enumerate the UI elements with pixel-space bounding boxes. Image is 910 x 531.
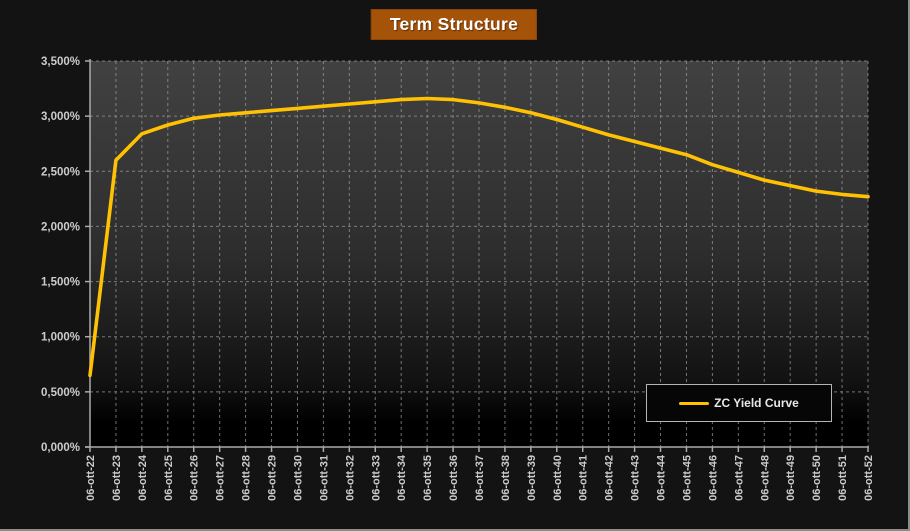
y-axis-label: 2,000% bbox=[41, 221, 80, 233]
x-axis-label: 06-ott-32 bbox=[344, 455, 356, 501]
x-axis-label: 06-ott-48 bbox=[759, 455, 771, 501]
x-axis-label: 06-ott-49 bbox=[785, 455, 797, 501]
x-axis-label: 06-ott-31 bbox=[318, 455, 330, 501]
x-axis-label: 06-ott-34 bbox=[396, 454, 408, 501]
x-axis-label: 06-ott-39 bbox=[526, 455, 538, 501]
x-axis-label: 06-ott-24 bbox=[137, 454, 149, 501]
x-axis-label: 06-ott-38 bbox=[500, 455, 512, 501]
x-axis-label: 06-ott-26 bbox=[189, 455, 201, 501]
legend-label: ZC Yield Curve bbox=[714, 396, 799, 410]
y-axis-label: 1,500% bbox=[41, 277, 80, 289]
x-axis-label: 06-ott-25 bbox=[163, 455, 175, 501]
y-axis-label: 3,000% bbox=[41, 111, 80, 123]
x-axis-label: 06-ott-52 bbox=[863, 455, 875, 501]
x-axis-label: 06-ott-46 bbox=[707, 455, 719, 501]
y-axis-label: 3,500% bbox=[41, 56, 80, 68]
x-axis-label: 06-ott-42 bbox=[604, 455, 616, 501]
x-axis-label: 06-ott-45 bbox=[681, 455, 693, 501]
zc-yield-curve-line bbox=[88, 96, 870, 378]
legend: ZC Yield Curve bbox=[646, 384, 832, 422]
y-axis-labels: 0,000% 0,500% 1,000% 1,500% 2,000% 2,500% 3,00… bbox=[41, 56, 80, 454]
x-axis-label: 06-ott-36 bbox=[448, 455, 460, 501]
x-axis-label: 06-ott-27 bbox=[215, 455, 227, 501]
x-axis-label: 06-ott-51 bbox=[837, 455, 849, 501]
x-axis-label: 06-ott-33 bbox=[370, 455, 382, 501]
x-axis-label: 06-ott-50 bbox=[811, 455, 823, 501]
x-axis-label: 06-ott-28 bbox=[241, 455, 253, 501]
x-axis-label: 06-ott-23 bbox=[111, 455, 123, 501]
y-axis-label: 1,000% bbox=[41, 332, 80, 344]
y-axis-label: 2,500% bbox=[41, 166, 80, 178]
chart-title: Term Structure bbox=[389, 14, 519, 34]
x-axis-label: 06-ott-22 bbox=[85, 455, 97, 501]
x-axis-label: 06-ott-37 bbox=[474, 455, 486, 501]
x-axis-label: 06-ott-47 bbox=[733, 455, 745, 501]
y-axis-label: 0,000% bbox=[41, 442, 80, 454]
x-axis-label: 06-ott-40 bbox=[552, 455, 564, 501]
chart-title-banner: Term Structure bbox=[370, 9, 538, 40]
x-axis-label: 06-ott-41 bbox=[578, 455, 590, 501]
x-axis-label: 06-ott-43 bbox=[630, 455, 642, 501]
x-axis-label: 06-ott-29 bbox=[267, 455, 279, 501]
x-axis-labels: 06-ott-22 06-ott-23 06-ott-24 06-ott-25 06-o… bbox=[85, 454, 875, 501]
x-axis-label: 06-ott-30 bbox=[292, 455, 304, 501]
y-axis-label: 0,500% bbox=[41, 387, 80, 399]
x-axis-label: 06-ott-35 bbox=[422, 455, 434, 501]
axes bbox=[85, 59, 869, 452]
x-axis-label: 06-ott-44 bbox=[656, 454, 668, 501]
legend-line-swatch bbox=[679, 401, 710, 405]
